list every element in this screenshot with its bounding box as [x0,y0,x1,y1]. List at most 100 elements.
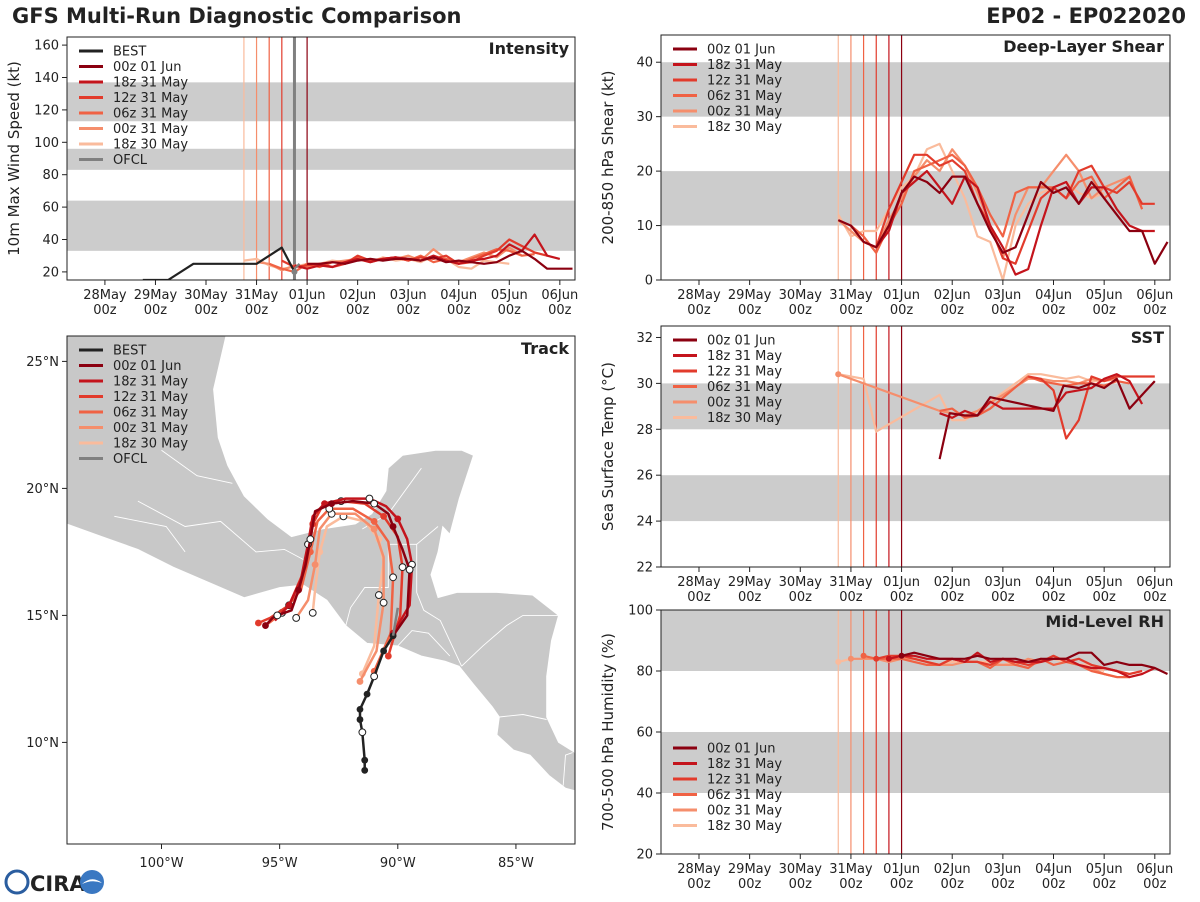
climatology-band [67,148,575,170]
rh-y-axis-label: 700-500 hPa Humidity (%) [599,633,617,831]
x-tick-label-hour: 00z [346,303,370,318]
track-point-00z-31-may [370,525,378,533]
x-tick-label-hour: 00z [941,303,965,318]
x-tick-label-hour: 00z [738,877,762,892]
legend-label-best: BEST [113,45,146,60]
x-tick-label-date: 30May [779,862,823,877]
climatology-band [67,82,575,122]
y-tick-label: 20 [636,848,653,863]
legend-label-18z-30-may: 18z 30 May [113,437,188,452]
legend-label-06z-31-may: 06z 31 May [707,89,782,104]
legend-label-00z-01-jun: 00z 01 Jun [707,334,776,349]
x-tick-label-date: 04Jun [1035,575,1072,590]
track-point-18z-30-may [308,608,317,617]
y-tick-label: 40 [636,56,653,71]
country-border [416,592,463,667]
x-tick-label-hour: 00z [941,590,965,605]
country-border [137,500,304,560]
track-point-12z-31-may [384,652,392,660]
x-tick-label-hour: 00z [1042,303,1066,318]
intensity-plot-area [67,37,575,280]
legend-label-12z-31-may: 12z 31 May [113,390,188,405]
legend-label-00z-31-may: 00z 31 May [707,804,782,819]
x-tick-label-hour: 00z [687,877,711,892]
legend-label-18z-30-may: 18z 30 May [707,819,782,834]
x-tick-label-date: 05Jun [1086,288,1123,303]
x-tick-label-hour: 00z [941,877,965,892]
country-border [395,630,451,657]
track-point-12z-31-may [380,512,388,520]
series-line-12z-31-may [1028,375,1155,440]
track-point-best [370,672,379,681]
y-tick-label: 26 [636,469,653,484]
x-tick-label-hour: 00z [447,303,471,318]
track-line-00z-31-may [295,512,385,682]
x-tick-label-hour: 00z [890,590,914,605]
track-point-00z-31-may [356,678,364,685]
x-tick-label-hour: 00z [839,877,863,892]
y-tick-label: 10 [636,219,653,234]
country-border [161,449,233,484]
x-tick-label-date: 28May [677,862,721,877]
legend-label-12z-31-may: 12z 31 May [707,365,782,380]
x-tick-label-hour: 00z [991,303,1015,318]
x-tick-label-date: 06Jun [1136,288,1173,303]
track-point-best [356,716,364,723]
y-tick-label: 80 [636,665,653,680]
x-tick-label-hour: 00z [738,303,762,318]
track-point-best [363,690,371,698]
x-tick-label-date: 30May [779,575,823,590]
track-plot-area [67,336,575,844]
lat-tick-label: 15°N [26,609,59,624]
legend-label-00z-31-may: 00z 31 May [113,122,188,137]
series-line-ofcl [293,263,301,270]
x-tick-label-date: 28May [83,288,127,303]
series-line-00z-31-may [837,373,1117,417]
page-title: GFS Multi-Run Diagnostic Comparison [12,4,462,28]
lon-tick-label: 100°W [139,856,183,871]
x-tick-label-date: 06Jun [541,288,578,303]
x-tick-label-date: 31May [829,288,873,303]
x-tick-label-hour: 00z [1143,303,1167,318]
x-tick-label-hour: 00z [890,877,914,892]
track-point-12z-31-may [254,619,262,627]
x-tick-label-hour: 00z [1092,590,1116,605]
country-border [416,526,439,545]
x-tick-label-hour: 00z [839,590,863,605]
track-point-00z-01-jun [328,500,336,508]
x-tick-label-hour: 00z [789,877,813,892]
y-tick-label: 160 [34,39,59,54]
sst-panel-title: SST [1131,328,1164,347]
legend-label-best: BEST [113,344,146,359]
legend-label-06z-31-may: 06z 31 May [707,380,782,395]
storm-id: EP02 - EP022020 [986,4,1186,28]
x-tick-label-date: 31May [235,288,279,303]
track-point-00z-31-may [379,598,388,607]
lon-tick-label: 85°W [498,856,534,871]
x-tick-label-date: 05Jun [1086,575,1123,590]
x-tick-label-date: 04Jun [440,288,477,303]
sst-frame [660,325,1171,568]
logo-text: CIRA [30,872,86,896]
init-point-18z-30-may [835,658,842,665]
track-point-18z-31-may [285,601,293,609]
x-tick-label-hour: 00z [397,303,421,318]
x-tick-label-date: 01Jun [289,288,326,303]
track-point-best [380,647,388,655]
track-point-best [358,728,367,737]
y-tick-label: 140 [34,71,59,86]
lat-tick-label: 10°N [26,736,59,751]
rh-plot-area [661,610,1170,854]
track-point-12z-31-may [398,563,407,572]
y-tick-label: 80 [42,168,59,183]
legend-label-12z-31-may: 12z 31 May [707,773,782,788]
legend-label-ofcl: OFCL [113,153,148,168]
series-line-best [142,246,296,280]
y-tick-label: 100 [628,604,653,619]
sst-panel: 22242628303228May00z29May00z30May00z31Ma… [599,325,1173,605]
cira-logo: CIRA [4,866,108,898]
track-panel-title: Track [521,339,569,358]
lat-tick-label: 20°N [26,482,59,497]
series-line-18z-31-may [888,651,1156,679]
